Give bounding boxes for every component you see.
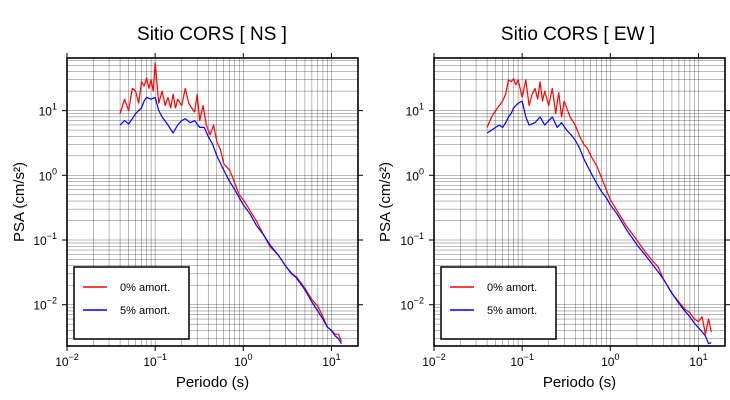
legend-label: 0% amort. — [120, 282, 170, 294]
tick-exponent: −2 — [69, 352, 79, 362]
chart-title: Sitio CORS [ EW ] — [501, 24, 655, 45]
legend-label: 5% amort. — [120, 305, 170, 317]
x-axis-label: Periodo (s) — [543, 374, 616, 391]
grid — [66, 58, 359, 346]
legend: 0% amort. 5% amort. — [73, 266, 190, 340]
x-tick-label: 10−2 — [422, 352, 446, 369]
tick-base: 10 — [39, 105, 53, 119]
legend-label: 0% amort. — [487, 282, 537, 294]
tick-exponent: −2 — [414, 296, 424, 306]
tick-exponent: −2 — [47, 296, 57, 306]
ticks — [429, 53, 730, 351]
tick-base: 10 — [33, 234, 47, 248]
tick-exponent: 0 — [614, 352, 619, 362]
x-axis-label: Periodo (s) — [176, 374, 249, 391]
tick-exponent: −1 — [414, 231, 424, 241]
y-tick-label: 101 — [39, 102, 57, 119]
x-tick-label: 10−1 — [510, 352, 534, 369]
tick-exponent: −1 — [157, 352, 167, 362]
x-tick-label: 100 — [601, 352, 619, 369]
legend-label: 5% amort. — [487, 305, 537, 317]
tick-base: 10 — [39, 169, 53, 183]
tick-base: 10 — [55, 355, 69, 369]
x-tick-label: 101 — [322, 352, 340, 369]
tick-base: 10 — [510, 355, 524, 369]
tick-exponent: 1 — [419, 102, 424, 112]
tick-base: 10 — [143, 355, 157, 369]
tick-base: 10 — [322, 355, 336, 369]
legend-box — [440, 266, 557, 340]
plot-frame — [66, 57, 359, 347]
y-tick-label: 10−2 — [400, 296, 424, 313]
plot-frame — [433, 57, 726, 347]
tick-base: 10 — [689, 355, 703, 369]
y-tick-label: 100 — [39, 166, 57, 183]
tick-base: 10 — [406, 169, 420, 183]
y-axis-label: PSA (cm/s²) — [377, 162, 394, 242]
x-tick-label: 10−2 — [55, 352, 79, 369]
x-tick-label: 100 — [234, 352, 252, 369]
chart-title: Sitio CORS [ NS ] — [137, 24, 287, 45]
x-tick-label: 10−1 — [143, 352, 167, 369]
y-tick-label: 101 — [406, 102, 424, 119]
tick-base: 10 — [400, 299, 414, 313]
tick-base: 10 — [406, 105, 420, 119]
legend: 0% amort. 5% amort. — [440, 266, 557, 340]
series-line-damped — [486, 100, 712, 345]
tick-base: 10 — [234, 355, 248, 369]
tick-base: 10 — [601, 355, 615, 369]
series-line-damped — [119, 96, 343, 345]
y-tick-label: 10−1 — [400, 231, 424, 248]
y-tick-label: 10−2 — [33, 296, 57, 313]
y-tick-label: 100 — [406, 166, 424, 183]
y-axis-label: PSA (cm/s²) — [11, 162, 28, 242]
legend-box — [73, 266, 190, 340]
tick-exponent: 1 — [336, 352, 341, 362]
tick-exponent: 0 — [419, 166, 424, 176]
tick-exponent: −2 — [436, 352, 446, 362]
tick-base: 10 — [400, 234, 414, 248]
tick-base: 10 — [422, 355, 436, 369]
y-tick-label: 10−1 — [33, 231, 57, 248]
tick-exponent: 0 — [52, 166, 57, 176]
x-tick-label: 101 — [689, 352, 707, 369]
tick-exponent: 1 — [52, 102, 57, 112]
tick-base: 10 — [33, 299, 47, 313]
tick-exponent: −1 — [47, 231, 57, 241]
tick-exponent: 1 — [703, 352, 708, 362]
tick-exponent: −1 — [524, 352, 534, 362]
ticks — [62, 53, 363, 351]
tick-exponent: 0 — [247, 352, 252, 362]
